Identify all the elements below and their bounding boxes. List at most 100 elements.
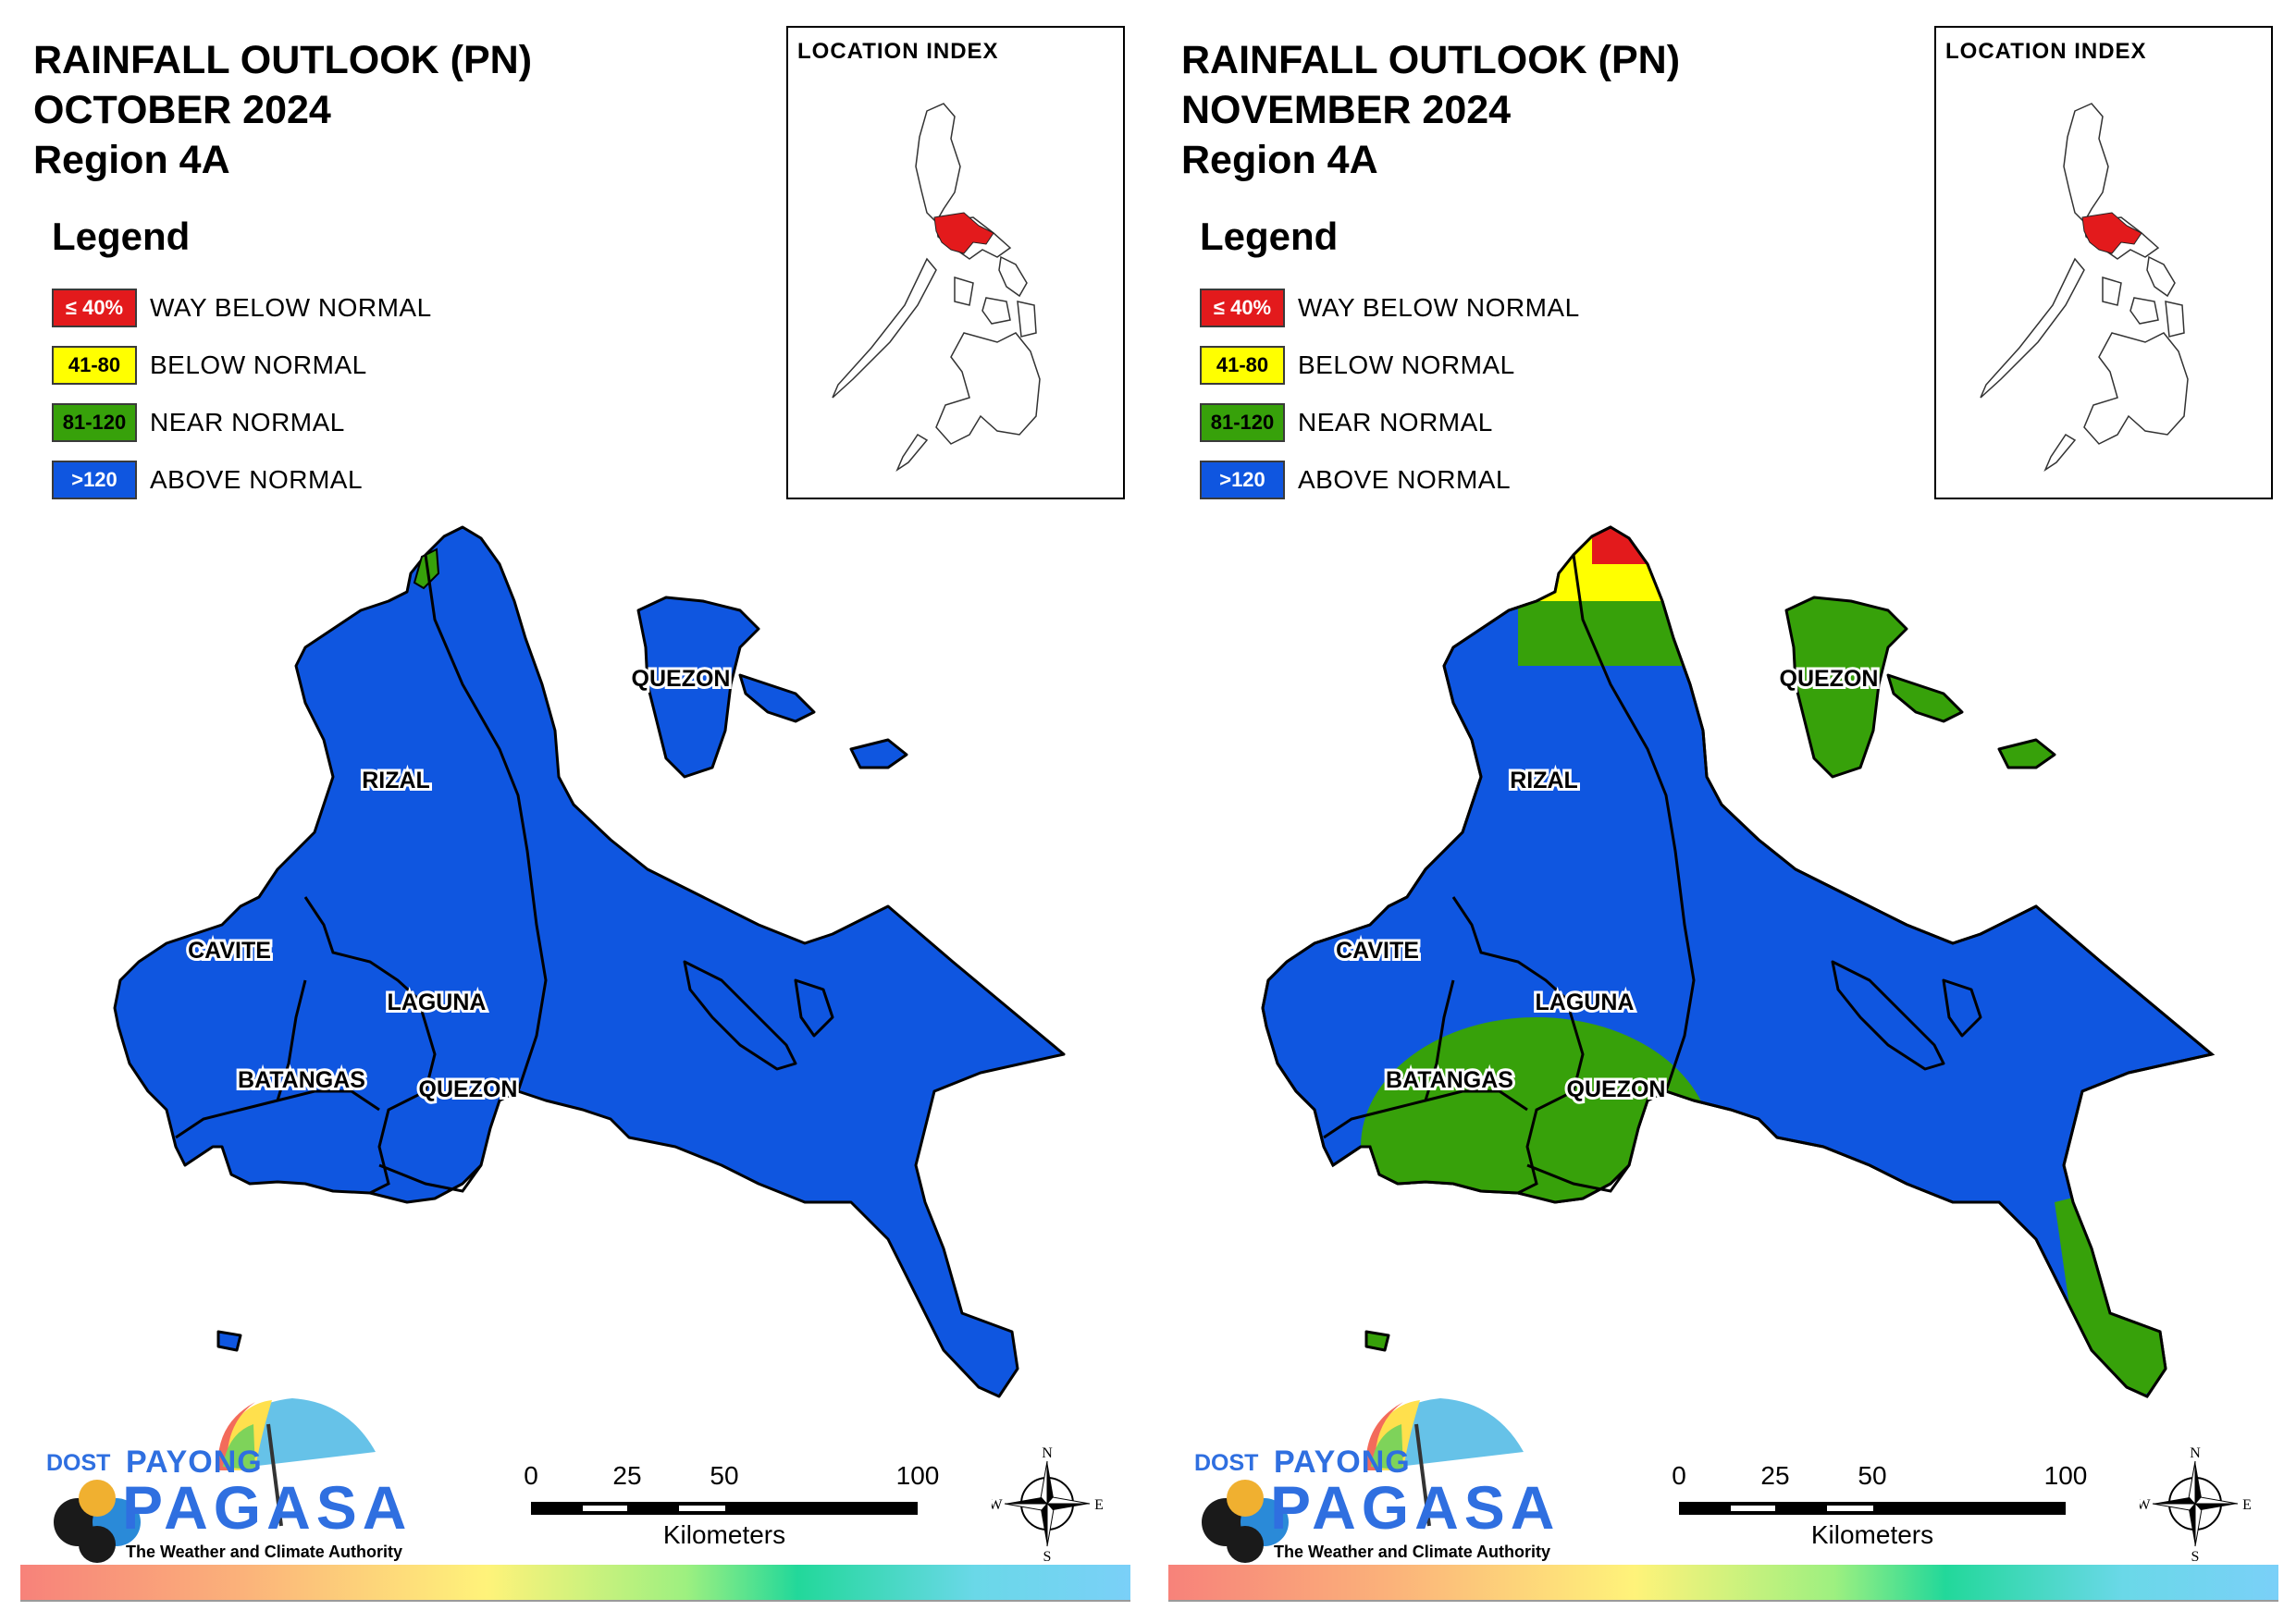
compass-n: N	[1042, 1445, 1053, 1461]
province-label-quezon-north: QUEZON	[632, 666, 731, 692]
compass-w: W	[2140, 1497, 2151, 1513]
november-panel: RAINFALL OUTLOOK (PN) NOVEMBER 2024 Regi…	[1148, 0, 2296, 1623]
region-4a-map: RIZAL CAVITE LAGUNA BATANGAS QUEZON QUEZ…	[1261, 525, 2216, 1398]
legend-label: ABOVE NORMAL	[1298, 465, 1512, 494]
province-label-cavite: CAVITE	[188, 938, 271, 964]
pagasa-text: PAGASA	[1270, 1473, 1561, 1542]
tagline-text: The Weather and Climate Authority	[126, 1543, 403, 1561]
dost-text: DOST	[1194, 1450, 1259, 1476]
legend-swatch: 41-80	[1200, 346, 1285, 385]
dost-text: DOST	[46, 1450, 111, 1476]
umbrella-icon	[54, 1398, 376, 1563]
province-labels: RIZAL CAVITE LAGUNA BATANGAS QUEZON QUEZ…	[185, 663, 733, 1105]
legend-swatch: >120	[1200, 461, 1285, 499]
scale-unit: Kilometers	[662, 1520, 786, 1549]
islands	[1364, 596, 2056, 1352]
small-island	[738, 673, 816, 723]
location-index: LOCATION INDEX	[1934, 26, 2273, 499]
province-shapes	[113, 525, 1066, 1398]
legend-label: BELOW NORMAL	[150, 350, 367, 379]
legend-label: BELOW NORMAL	[1298, 350, 1515, 379]
legend-label: WAY BELOW NORMAL	[150, 293, 432, 322]
region-4a-map: RIZAL CAVITE LAGUNA BATANGAS QUEZON QUEZ…	[113, 525, 1066, 1398]
region-line: Region 4A	[33, 138, 230, 182]
legend-swatch: >120	[52, 461, 137, 499]
province-label-rizal: RIZAL	[1510, 768, 1578, 793]
legend-swatch: ≤ 40%	[1200, 289, 1285, 327]
scale-bar-graphic	[531, 1502, 918, 1515]
payong-text: PAYONG	[126, 1445, 263, 1480]
legend-swatch: ≤ 40%	[52, 289, 137, 327]
north-arrow-compass-icon: N S W E	[2140, 1445, 2251, 1563]
province-label-quezon-south: QUEZON	[419, 1076, 518, 1102]
legend-swatch: 81-120	[1200, 403, 1285, 442]
compass-s: S	[1043, 1549, 1052, 1563]
province-label-quezon-south: QUEZON	[1567, 1076, 1666, 1102]
map-title: RAINFALL OUTLOOK (PN) NOVEMBER 2024 Regi…	[1181, 35, 1680, 185]
umbrella-icon	[1202, 1398, 1524, 1563]
legend-item-above: >120 ABOVE NORMAL	[52, 451, 432, 509]
legend-item-below: 41-80 BELOW NORMAL	[52, 337, 432, 394]
scale-bar-graphic	[1679, 1502, 2066, 1515]
legend-item-near: 81-120 NEAR NORMAL	[1200, 394, 1580, 451]
pagasa-text: PAGASA	[122, 1473, 413, 1542]
small-island	[794, 978, 834, 1038]
scale-tick: 100	[2043, 1461, 2088, 1490]
scale-tick: 25	[1760, 1461, 1790, 1490]
province-borders	[175, 554, 548, 1195]
region-line: Region 4A	[1181, 138, 1378, 182]
alabat-island	[1831, 960, 1945, 1071]
main-landmass	[113, 525, 1066, 1398]
small-island	[1997, 738, 2056, 769]
legend-label: NEAR NORMAL	[150, 408, 345, 436]
legend-item-way-below: ≤ 40% WAY BELOW NORMAL	[52, 279, 432, 337]
polillo-island	[1784, 596, 1908, 779]
philippines-locator-map	[832, 103, 1041, 473]
legend-swatch: 41-80	[52, 346, 137, 385]
legend-swatch: 81-120	[52, 403, 137, 442]
scale-bar: 0 25 50 100 Kilometers	[524, 1461, 939, 1563]
legend-item-below: 41-80 BELOW NORMAL	[1200, 337, 1580, 394]
province-label-laguna: LAGUNA	[1536, 990, 1635, 1015]
scale-tick: 0	[524, 1461, 538, 1490]
alabat-island	[683, 960, 797, 1071]
province-label-batangas: BATANGAS	[1386, 1067, 1513, 1093]
payong-pagasa-logo: DOST PAYONG PAGASA The Weather and Clima…	[1181, 1387, 1554, 1572]
philippines-locator-map	[1980, 103, 2189, 473]
small-island	[1886, 673, 1964, 723]
compass-e: E	[1094, 1497, 1103, 1513]
small-island	[1364, 1330, 1390, 1352]
polillo-island	[636, 596, 760, 779]
legend-item-way-below: ≤ 40% WAY BELOW NORMAL	[1200, 279, 1580, 337]
legend-heading: Legend	[1200, 215, 1339, 258]
footer-gradient-bar	[1168, 1565, 2278, 1600]
scale-unit: Kilometers	[1810, 1520, 1934, 1549]
footer-gradient-bar	[20, 1565, 1130, 1600]
map-title: RAINFALL OUTLOOK (PN) OCTOBER 2024 Regio…	[33, 35, 532, 185]
compass-e: E	[2242, 1497, 2251, 1513]
scale-tick: 25	[612, 1461, 642, 1490]
title-line: RAINFALL OUTLOOK (PN)	[1181, 38, 1681, 82]
compass-n: N	[2190, 1445, 2201, 1461]
location-index-title: LOCATION INDEX	[797, 39, 999, 64]
scale-tick: 50	[710, 1461, 739, 1490]
month-line: NOVEMBER 2024	[1181, 88, 1512, 132]
small-island	[1942, 978, 1982, 1038]
legend-heading: Legend	[52, 215, 191, 258]
october-panel: RAINFALL OUTLOOK (PN) OCTOBER 2024 Regio…	[20, 26, 1130, 1602]
compass-w: W	[992, 1497, 1003, 1513]
province-borders	[1323, 554, 1696, 1195]
small-island	[849, 738, 908, 769]
scale-bar: 0 25 50 100 Kilometers	[1672, 1461, 2087, 1563]
footer-line	[20, 1600, 1130, 1602]
province-label-laguna: LAGUNA	[388, 990, 487, 1015]
main-landmass-outline	[1261, 525, 2216, 1398]
title-line: RAINFALL OUTLOOK (PN)	[33, 38, 533, 82]
scale-tick: 0	[1672, 1461, 1686, 1490]
legend-label: ABOVE NORMAL	[150, 465, 364, 494]
province-label-rizal: RIZAL	[362, 768, 430, 793]
legend: Legend ≤ 40% WAY BELOW NORMAL 41-80 BELO…	[52, 215, 432, 509]
location-index: LOCATION INDEX	[786, 26, 1125, 499]
zone-near-normal-batangas	[1361, 1017, 1712, 1276]
legend-item-above: >120 ABOVE NORMAL	[1200, 451, 1580, 509]
